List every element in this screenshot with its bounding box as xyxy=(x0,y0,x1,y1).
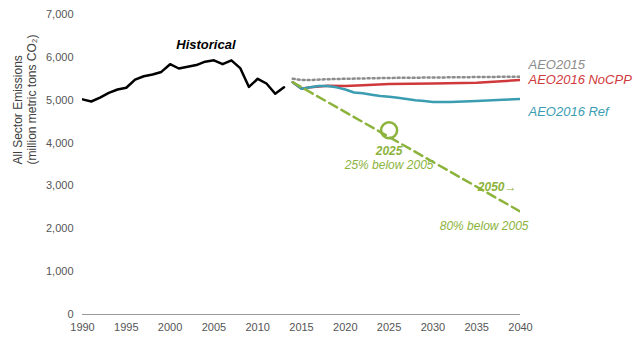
svg-text:1,000: 1,000 xyxy=(46,265,74,277)
svg-text:Historical: Historical xyxy=(176,37,236,52)
svg-text:80% below 2005: 80% below 2005 xyxy=(440,219,529,233)
svg-text:2030: 2030 xyxy=(421,321,445,333)
svg-text:1990: 1990 xyxy=(70,321,94,333)
svg-text:7,000: 7,000 xyxy=(46,8,74,20)
svg-text:2040: 2040 xyxy=(508,321,532,333)
svg-text:AEO2015: AEO2015 xyxy=(528,57,586,72)
svg-text:2015: 2015 xyxy=(289,321,313,333)
svg-text:2025: 2025 xyxy=(377,321,401,333)
svg-text:1995: 1995 xyxy=(114,321,138,333)
svg-text:6,000: 6,000 xyxy=(46,51,74,63)
svg-text:2000: 2000 xyxy=(158,321,182,333)
svg-text:5,000: 5,000 xyxy=(46,94,74,106)
svg-text:2025: 2025 xyxy=(375,144,403,158)
svg-text:AEO2016 Ref: AEO2016 Ref xyxy=(528,104,611,119)
svg-text:4,000: 4,000 xyxy=(46,137,74,149)
svg-text:2010: 2010 xyxy=(245,321,269,333)
svg-text:25% below 2005: 25% below 2005 xyxy=(344,158,434,172)
svg-text:2,000: 2,000 xyxy=(46,222,74,234)
svg-text:0: 0 xyxy=(67,308,73,320)
svg-text:2050→: 2050→ xyxy=(477,180,517,194)
svg-text:3,000: 3,000 xyxy=(46,179,74,191)
svg-text:2005: 2005 xyxy=(202,321,226,333)
svg-text:All Sector Emissions(million m: All Sector Emissions(million metric tons… xyxy=(11,34,39,164)
svg-text:2035: 2035 xyxy=(464,321,488,333)
svg-text:AEO2016 NoCPP: AEO2016 NoCPP xyxy=(528,72,633,87)
svg-text:2020: 2020 xyxy=(333,321,357,333)
